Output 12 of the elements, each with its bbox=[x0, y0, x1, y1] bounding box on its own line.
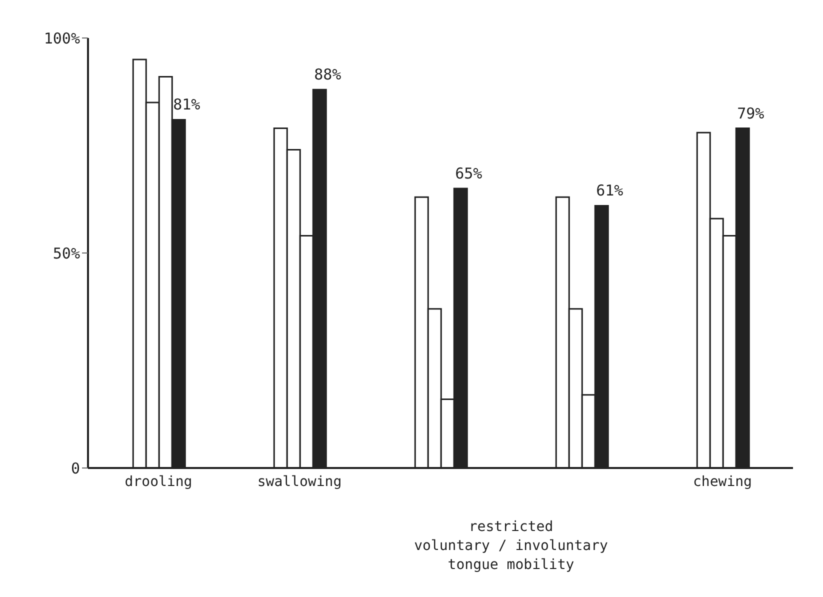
y-tick-label: 100% bbox=[44, 29, 80, 48]
data-label: 65% bbox=[455, 164, 482, 182]
data-label: 88% bbox=[314, 66, 342, 84]
x-tick-label: drooling bbox=[124, 474, 192, 490]
text: restricted voluntary / involuntary tongue mobility bbox=[413, 518, 609, 575]
data-label: 79% bbox=[737, 104, 764, 122]
data-label: 61% bbox=[596, 182, 624, 200]
y-tick-label: 0 bbox=[70, 459, 80, 478]
y-tick-label: 50% bbox=[52, 244, 80, 262]
x-tick-label: chewing bbox=[692, 474, 752, 490]
data-label: 81% bbox=[173, 96, 200, 114]
x-tick-label: swallowing bbox=[257, 474, 342, 490]
